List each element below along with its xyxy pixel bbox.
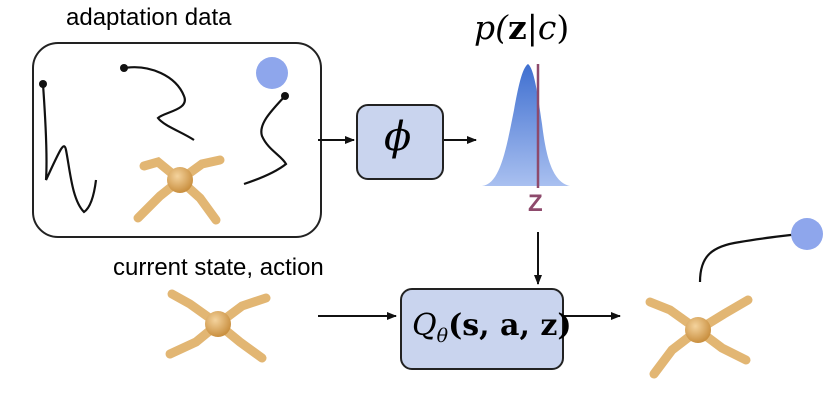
gaussian-distribution-icon	[482, 64, 570, 186]
trajectory-3	[243, 95, 288, 186]
quadruped-robot-icon	[645, 295, 753, 379]
trajectory-start-dot	[120, 64, 128, 72]
prior-label: p(z|c)	[474, 8, 569, 47]
prior-bar: |	[526, 8, 538, 47]
quadruped-robot-icon	[165, 289, 271, 363]
trajectory-icon	[41, 66, 288, 214]
encoder-symbol: ϕ	[384, 114, 412, 160]
trajectory-start-dot	[281, 92, 289, 100]
goal-dot-icon	[256, 57, 288, 89]
prior-p: p(	[474, 8, 508, 47]
quadruped-robot-icon	[133, 155, 225, 225]
prior-z: z	[508, 8, 527, 47]
q-symbol: Q	[412, 308, 437, 343]
encoder-box: ϕ	[356, 104, 444, 180]
trajectory-start-dot	[39, 80, 47, 88]
prior-close: )	[556, 8, 570, 47]
outcome-trajectory	[698, 232, 799, 283]
q-theta: θ	[436, 325, 449, 347]
trajectory-2	[123, 66, 195, 141]
trajectory-1	[41, 83, 98, 214]
q-args: (s, a, z)	[448, 308, 572, 343]
prior-c: c	[537, 8, 557, 47]
goal-dot-icon	[791, 218, 823, 250]
q-function-label: Qθ(s, a, z)	[412, 308, 572, 347]
q-function-box: Qθ(s, a, z)	[400, 288, 572, 370]
z-marker-label: Z	[528, 190, 543, 217]
current-state-action-label: current state, action	[113, 254, 324, 281]
adaptation-data-label: adaptation data	[66, 4, 232, 31]
